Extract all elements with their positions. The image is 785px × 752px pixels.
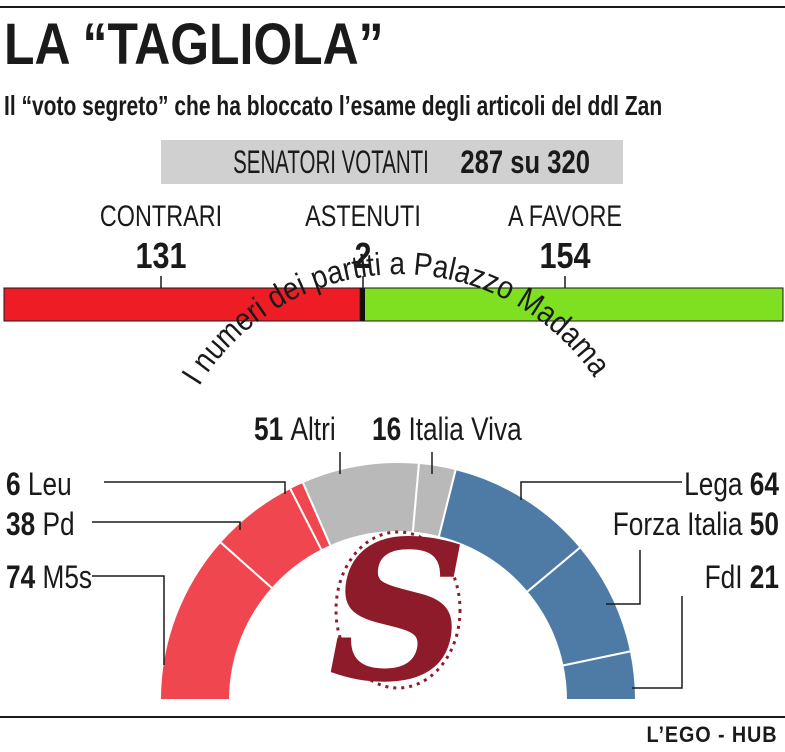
party-label-altri: 51 Altri xyxy=(254,413,336,448)
party-label-forza-italia: Forza Italia 50 xyxy=(613,508,779,543)
vote-label-astenuti: ASTENUTI xyxy=(305,200,421,233)
party-name-m5s: M5s xyxy=(42,561,92,596)
leader-line-m5s xyxy=(92,575,165,665)
party-label-italia-viva: 16 Italia Viva xyxy=(372,413,522,448)
party-name-italia-viva: Italia Viva xyxy=(408,413,522,448)
party-name-pd: Pd xyxy=(42,508,74,543)
page-subtitle: Il “voto segreto” che ha bloccato l’esam… xyxy=(4,90,663,121)
voters-box: SENATORI VOTANTI 287 su 320 xyxy=(161,140,623,184)
hemicycle xyxy=(158,461,638,701)
vote-bar xyxy=(3,276,784,322)
vote-label-contrari: CONTRARI xyxy=(99,200,223,233)
logo-ornament xyxy=(334,530,462,690)
top-rule xyxy=(0,6,785,8)
leader-line-leu xyxy=(104,481,286,494)
leader-line-lega xyxy=(520,481,682,500)
party-name-altri: Altri xyxy=(290,413,335,448)
voters-label: SENATORI VOTANTI xyxy=(233,144,429,180)
logo-letter: S xyxy=(329,500,466,723)
party-seats-italia-viva: 16 xyxy=(372,413,401,448)
party-label-lega: Lega 64 xyxy=(684,468,779,503)
party-seats-leu: 6 xyxy=(6,468,21,503)
newspaper-logo: S xyxy=(328,499,467,724)
vote-bar-outline xyxy=(3,287,784,322)
vote-value-favore: 154 xyxy=(539,235,591,276)
vote-bar-segment-2 xyxy=(359,288,365,321)
party-seats-m5s: 74 xyxy=(6,561,36,596)
party-seats-forza-italia: 50 xyxy=(750,508,779,543)
party-label-leu: 6 Leu xyxy=(6,468,72,503)
vote-value-astenuti: 2 xyxy=(354,235,372,276)
party-seats-lega: 64 xyxy=(750,468,780,503)
bottom-rule xyxy=(0,716,785,718)
party-seats-altri: 51 xyxy=(254,413,283,448)
vote-value-contrari: 131 xyxy=(135,235,187,276)
party-name-forza-italia: Forza Italia xyxy=(613,508,743,543)
party-name-fdi: FdI xyxy=(705,561,743,596)
seat-slice-fdi xyxy=(561,650,638,701)
party-seats-fdi: 21 xyxy=(750,561,779,596)
leader-line-fdi xyxy=(632,596,683,689)
voters-value: 287 su 320 xyxy=(460,144,590,180)
party-label-pd: 38 Pd xyxy=(6,508,75,543)
vote-bar-segment-1 xyxy=(4,288,360,321)
party-name-lega: Lega xyxy=(684,468,743,503)
leader-line-forza-italia xyxy=(606,550,641,605)
party-label-m5s: 74 M5s xyxy=(6,561,92,596)
party-name-leu: Leu xyxy=(28,468,72,503)
vote-label-favore: A FAVORE xyxy=(507,200,623,233)
vote-bar-segment-3 xyxy=(365,288,783,321)
party-label-fdi: FdI 21 xyxy=(705,561,779,596)
credit: L’EGO - HUB xyxy=(646,722,777,747)
page-title: LA “TAGLIOLA” xyxy=(4,12,384,77)
party-seats-pd: 38 xyxy=(6,508,35,543)
leader-line-pd xyxy=(92,521,241,530)
